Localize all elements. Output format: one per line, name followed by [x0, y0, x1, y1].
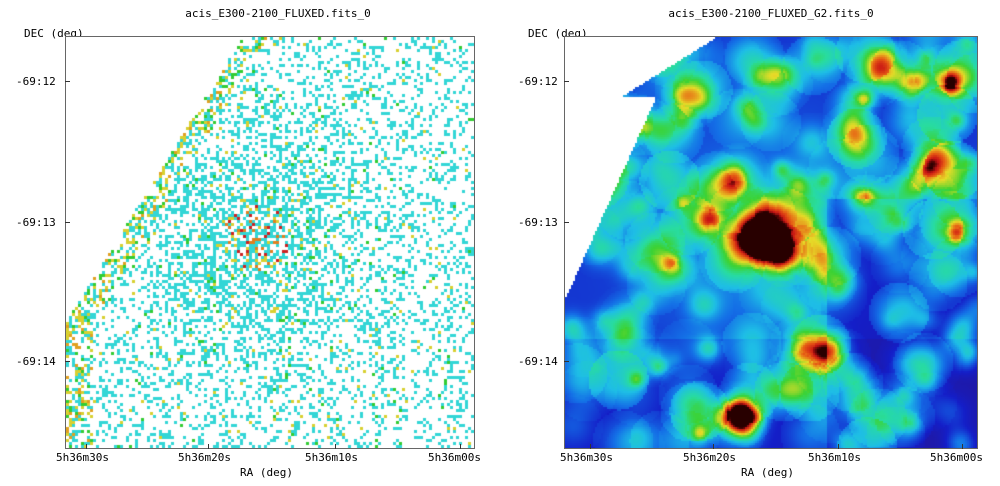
panel-title: acis_E300-2100_FLUXED_G2.fits_0 [668, 7, 874, 20]
x-axis-label: RA (deg) [240, 466, 293, 479]
y-tick [564, 81, 569, 82]
x-tick-label: 5h36m00s [930, 451, 983, 464]
y-tick-label: -69:12 [16, 75, 56, 88]
y-tick [65, 361, 70, 362]
x-tick-label: 5h36m30s [560, 451, 613, 464]
x-tick [460, 444, 461, 449]
x-tick [962, 444, 963, 449]
x-tick-label: 5h36m20s [178, 451, 231, 464]
x-axis-label: RA (deg) [741, 466, 794, 479]
y-tick-label: -69:14 [16, 355, 56, 368]
y-tick-label: -69:12 [518, 75, 558, 88]
y-tick-label: -69:13 [16, 216, 56, 229]
x-tick-label: 5h36m10s [305, 451, 358, 464]
x-tick [86, 444, 87, 449]
raw-image[interactable] [66, 37, 474, 448]
y-axis-label: DEC (deg) [24, 27, 84, 40]
x-tick-label: 5h36m00s [428, 451, 481, 464]
x-tick [590, 444, 591, 449]
y-tick [564, 361, 569, 362]
x-tick-label: 5h36m10s [808, 451, 861, 464]
x-tick [713, 444, 714, 449]
x-tick [838, 444, 839, 449]
x-tick-label: 5h36m20s [683, 451, 736, 464]
y-tick-label: -69:13 [518, 216, 558, 229]
x-tick [335, 444, 336, 449]
x-tick-label: 5h36m30s [56, 451, 109, 464]
panel-title: acis_E300-2100_FLUXED.fits_0 [185, 7, 371, 20]
y-tick-label: -69:14 [518, 355, 558, 368]
y-tick [65, 222, 70, 223]
y-tick [65, 81, 70, 82]
y-tick [564, 222, 569, 223]
x-tick [208, 444, 209, 449]
smoothed-image[interactable] [565, 37, 977, 448]
y-axis-label: DEC (deg) [528, 27, 588, 40]
